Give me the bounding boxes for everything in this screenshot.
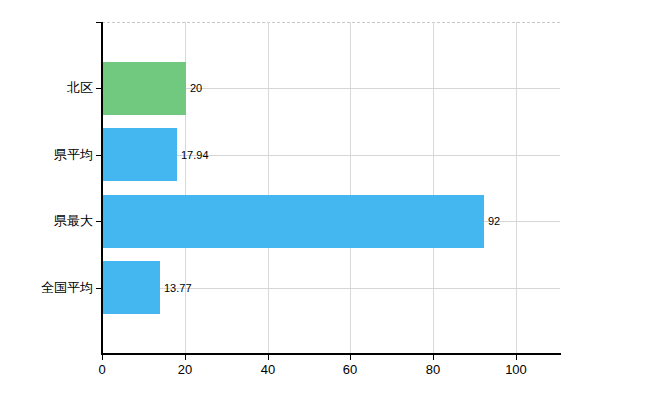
x-axis-tick — [185, 355, 186, 360]
x-axis-tick-label: 80 — [413, 362, 453, 378]
category-label: 県最大 — [0, 212, 93, 229]
category-label: 全国平均 — [0, 279, 93, 296]
chart-container: 0 20 40 60 80 100 20 17.94 92 13.77 北区県平均県最大全国平均 — [0, 0, 650, 400]
gridline-vertical — [433, 22, 434, 354]
gridline-vertical — [350, 22, 351, 354]
x-axis-tick — [516, 355, 517, 360]
gridline-vertical — [268, 22, 269, 354]
y-axis-tick — [96, 221, 102, 222]
category-label: 北区 — [0, 79, 93, 96]
x-axis-tick-label: 0 — [82, 362, 122, 378]
value-label: 20 — [190, 81, 202, 95]
y-axis-tick — [96, 288, 102, 289]
value-label: 13.77 — [164, 281, 192, 295]
value-label: 17.94 — [181, 148, 209, 162]
x-axis-line — [101, 353, 561, 355]
bar-全国平均 — [103, 261, 160, 314]
x-axis-tick — [268, 355, 269, 360]
x-axis-tick — [102, 355, 103, 360]
x-axis-tick-label: 100 — [496, 362, 536, 378]
x-axis-tick — [433, 355, 434, 360]
y-axis-tick — [96, 155, 102, 156]
gridline-vertical — [516, 22, 517, 354]
category-label: 県平均 — [0, 146, 93, 163]
y-axis-tick — [96, 88, 102, 89]
x-axis-tick-label: 60 — [330, 362, 370, 378]
bar-県平均 — [103, 128, 177, 181]
value-label: 92 — [488, 214, 500, 228]
x-axis-tick — [350, 355, 351, 360]
bar-県最大 — [103, 195, 484, 248]
x-axis-tick-label: 40 — [248, 362, 288, 378]
x-axis-tick-label: 20 — [165, 362, 205, 378]
bar-北区 — [103, 62, 186, 115]
y-axis-tick — [96, 22, 102, 23]
